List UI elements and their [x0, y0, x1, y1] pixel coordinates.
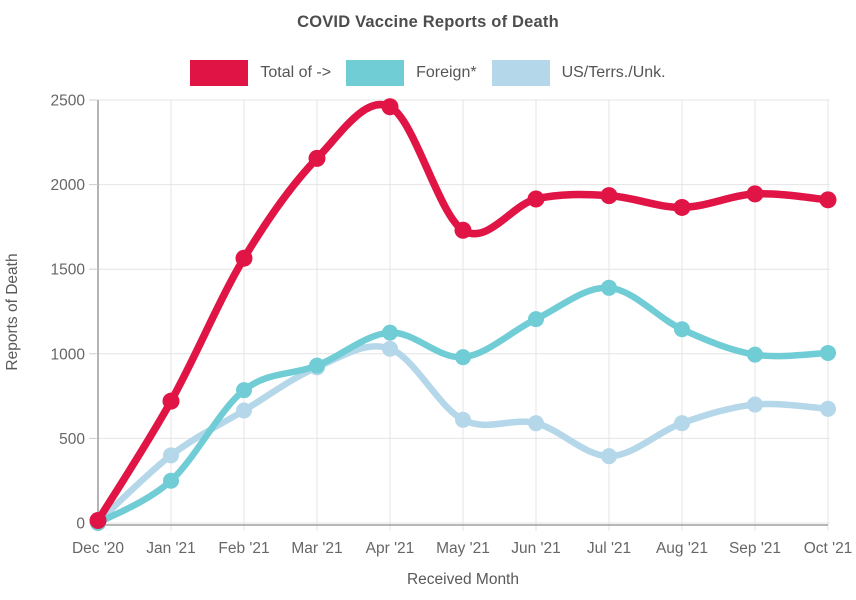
- legend-item-foreign[interactable]: Foreign*: [346, 60, 477, 86]
- x-tick-label-5: May '21: [436, 540, 490, 557]
- data-point-total-of-10[interactable]: [819, 191, 837, 209]
- data-point-total-of-1[interactable]: [162, 392, 180, 410]
- legend-label-us: US/Terrs./Unk.: [561, 64, 666, 81]
- data-point-total-of-7[interactable]: [600, 187, 618, 205]
- data-point-us-terrs-unk-2[interactable]: [236, 402, 252, 419]
- x-tick-label-3: Mar '21: [291, 540, 342, 557]
- x-tick-label-10: Oct '21: [804, 540, 853, 557]
- x-tick-label-6: Jun '21: [511, 540, 561, 557]
- x-tick-label-8: Aug '21: [656, 540, 708, 557]
- legend-label-total: Total of ->: [260, 64, 332, 81]
- data-point-us-terrs-unk-9[interactable]: [747, 396, 763, 413]
- y-tick-label-1500: 1500: [51, 262, 86, 279]
- data-point-total-of-3[interactable]: [308, 149, 326, 167]
- x-tick-label-2: Feb '21: [218, 540, 269, 557]
- y-tick-label-2000: 2000: [51, 177, 86, 194]
- data-point-total-of-5[interactable]: [454, 221, 472, 239]
- data-point-foreign-6[interactable]: [528, 311, 544, 328]
- x-tick-label-9: Sep '21: [729, 540, 781, 557]
- data-point-total-of-0[interactable]: [89, 511, 107, 529]
- data-point-total-of-2[interactable]: [235, 249, 253, 267]
- data-point-total-of-6[interactable]: [527, 190, 545, 208]
- data-point-foreign-8[interactable]: [674, 321, 690, 338]
- legend-item-us[interactable]: US/Terrs./Unk.: [491, 60, 666, 86]
- legend-swatch-us: [491, 60, 550, 86]
- legend-item-total[interactable]: Total of ->: [190, 60, 331, 86]
- data-point-total-of-9[interactable]: [746, 185, 764, 203]
- data-point-us-terrs-unk-4[interactable]: [382, 340, 398, 357]
- data-point-us-terrs-unk-6[interactable]: [528, 415, 544, 432]
- x-tick-label-7: Jul '21: [587, 540, 631, 557]
- chart-title: COVID Vaccine Reports of Death: [297, 13, 559, 31]
- data-point-us-terrs-unk-1[interactable]: [163, 447, 179, 464]
- data-point-us-terrs-unk-7[interactable]: [601, 448, 617, 465]
- y-axis-title: Reports of Death: [4, 253, 21, 371]
- x-tick-label-4: Apr '21: [366, 540, 415, 557]
- data-point-us-terrs-unk-5[interactable]: [455, 411, 471, 428]
- data-point-foreign-1[interactable]: [163, 472, 179, 489]
- legend-swatch-foreign: [346, 60, 405, 86]
- data-point-foreign-5[interactable]: [455, 349, 471, 366]
- y-tick-label-1000: 1000: [51, 346, 86, 363]
- data-point-foreign-3[interactable]: [309, 357, 325, 374]
- data-point-total-of-8[interactable]: [673, 198, 691, 216]
- legend-swatch-total: [190, 60, 249, 86]
- data-point-foreign-4[interactable]: [382, 324, 398, 341]
- data-point-foreign-7[interactable]: [601, 279, 617, 296]
- data-point-us-terrs-unk-10[interactable]: [820, 400, 836, 417]
- legend-label-foreign: Foreign*: [416, 64, 477, 81]
- data-point-foreign-10[interactable]: [820, 344, 836, 361]
- y-tick-label-0: 0: [76, 516, 85, 533]
- x-axis-title: Received Month: [406, 571, 519, 588]
- data-point-foreign-9[interactable]: [747, 346, 763, 363]
- data-point-foreign-2[interactable]: [236, 382, 252, 399]
- data-point-us-terrs-unk-8[interactable]: [674, 415, 690, 432]
- y-tick-label-500: 500: [59, 431, 85, 448]
- data-point-total-of-4[interactable]: [381, 98, 399, 116]
- x-tick-label-0: Dec '20: [72, 540, 124, 557]
- x-tick-label-1: Jan '21: [146, 540, 196, 557]
- y-tick-label-2500: 2500: [51, 93, 86, 110]
- chart-legend: Total of -> Foreign* US/Terrs./Unk.: [0, 60, 856, 86]
